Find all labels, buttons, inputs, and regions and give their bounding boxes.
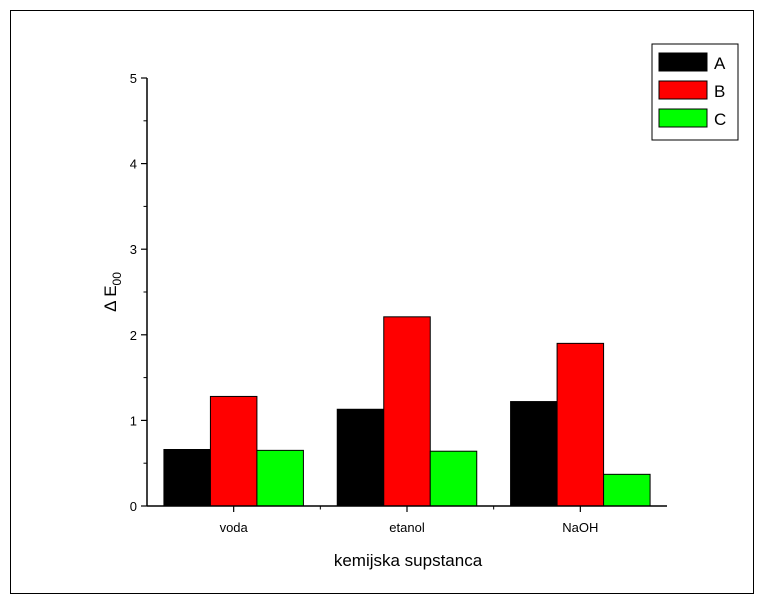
bars-layer	[163, 316, 651, 507]
bar-A-voda	[163, 449, 211, 507]
y-tick-label: 2	[130, 328, 137, 343]
y-tick-label: 0	[130, 499, 137, 514]
bar-A-etanol	[336, 408, 385, 507]
y-tick-label: 4	[130, 157, 137, 172]
legend-label-B: B	[714, 82, 725, 101]
chart-frame	[10, 10, 754, 594]
y-ticks: 0 1 2 3 4 5	[130, 71, 147, 514]
bar-B-voda	[209, 395, 258, 507]
legend-swatch-A	[658, 52, 708, 72]
legend-swatch-C	[658, 108, 708, 128]
bar-A-NaOH	[510, 401, 558, 507]
legend-label-A: A	[714, 54, 726, 73]
x-tick-label: voda	[220, 520, 249, 535]
legend-label-C: C	[714, 110, 726, 129]
y-tick-label: 3	[130, 242, 137, 257]
y-tick-label: 5	[130, 71, 137, 86]
x-axis-label: kemijska supstanca	[334, 551, 483, 570]
y-axis-label-main: Δ E	[101, 285, 120, 311]
legend: ABC	[651, 43, 739, 141]
bar-B-etanol	[383, 316, 431, 507]
y-tick-label: 1	[130, 413, 137, 428]
x-ticks: voda etanol NaOH	[220, 506, 598, 535]
x-tick-label: NaOH	[562, 520, 598, 535]
bar-C-etanol	[429, 450, 478, 507]
legend-swatch-B	[658, 80, 708, 100]
x-tick-label: etanol	[389, 520, 425, 535]
y-axis-label-sub: 00	[110, 272, 124, 286]
y-axis-label: Δ E00	[101, 272, 124, 312]
bar-C-voda	[256, 449, 304, 507]
bar-C-NaOH	[603, 473, 651, 507]
bar-B-NaOH	[556, 342, 605, 507]
